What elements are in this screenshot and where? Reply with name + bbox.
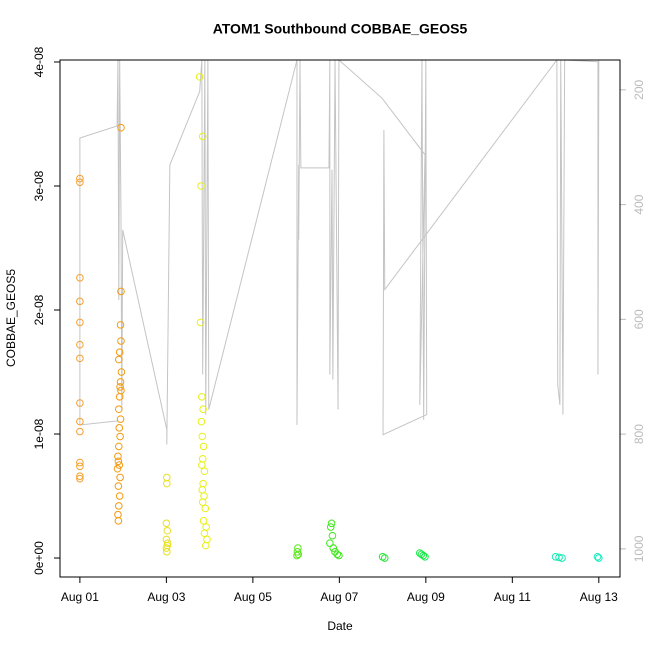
point	[76, 417, 84, 426]
point	[115, 393, 124, 401]
x-tick-label: Aug 11	[494, 590, 531, 604]
point	[198, 461, 206, 469]
point	[200, 467, 209, 476]
point	[162, 519, 171, 528]
point	[115, 355, 123, 364]
y2-tick-label: 600	[632, 309, 646, 329]
plot-frame	[59, 59, 621, 578]
point	[327, 519, 336, 528]
point	[558, 554, 566, 562]
point	[333, 550, 341, 559]
point	[114, 457, 123, 466]
x-tick-label: Aug 05	[234, 590, 272, 604]
point	[76, 472, 84, 480]
point	[116, 432, 124, 441]
point	[198, 432, 207, 441]
point	[419, 551, 428, 560]
point	[114, 482, 123, 490]
x-tick-label: Aug 01	[61, 590, 99, 604]
point	[335, 551, 343, 560]
point	[116, 415, 125, 423]
point	[329, 544, 338, 552]
point	[115, 442, 123, 451]
point	[201, 541, 210, 550]
point	[595, 554, 603, 562]
x-tick-label: Aug 13	[580, 590, 618, 604]
point	[76, 427, 84, 436]
y-tick-label: 4e-08	[32, 46, 46, 77]
point	[326, 523, 335, 531]
point	[116, 378, 125, 386]
point	[593, 552, 602, 561]
point	[200, 529, 209, 538]
point	[115, 424, 124, 432]
y2-tick-label: 200	[632, 80, 646, 100]
point	[76, 273, 84, 282]
point	[76, 340, 84, 349]
x-axis-label: Date	[327, 619, 353, 633]
point	[198, 132, 207, 141]
point	[115, 461, 124, 469]
point	[76, 178, 84, 187]
point	[115, 502, 123, 510]
point	[116, 321, 125, 329]
point	[115, 492, 124, 500]
point	[163, 479, 171, 488]
y-tick-label: 0e+00	[32, 541, 46, 575]
point	[195, 73, 204, 81]
x-tick-label: Aug 03	[147, 590, 185, 604]
point	[162, 544, 171, 552]
y2-tick-label: 400	[632, 194, 646, 214]
y-tick-label: 3e-08	[32, 170, 46, 201]
point	[76, 318, 84, 327]
point	[328, 531, 337, 540]
point	[197, 182, 205, 190]
point	[117, 337, 125, 345]
x-tick-label: Aug 09	[407, 590, 445, 604]
point	[293, 551, 301, 560]
point	[198, 393, 206, 401]
y-tick-label: 1e-08	[32, 418, 46, 449]
point	[116, 473, 124, 482]
point	[201, 504, 210, 513]
point	[76, 174, 84, 183]
point	[117, 368, 126, 376]
point	[76, 458, 84, 467]
point	[163, 526, 172, 535]
point	[555, 553, 563, 562]
x-tick-label: Aug 07	[320, 590, 358, 604]
point	[326, 539, 334, 547]
point	[76, 474, 84, 483]
pressure-line	[79, 60, 600, 445]
point	[114, 517, 123, 525]
point	[199, 405, 207, 414]
point	[199, 442, 208, 451]
point	[196, 318, 205, 327]
y-axis-label: COBBAE_GEOS5	[4, 269, 18, 367]
point	[76, 354, 84, 363]
point	[163, 548, 171, 556]
point	[115, 405, 123, 414]
y2-tick-label: 1000	[632, 535, 646, 562]
point	[113, 464, 122, 473]
point	[76, 297, 84, 306]
point	[380, 554, 389, 562]
point	[117, 287, 125, 296]
point	[76, 399, 84, 407]
y2-tick-label: 800	[632, 424, 646, 444]
point	[294, 550, 303, 559]
point	[76, 462, 84, 471]
y-tick-label: 2e-08	[32, 294, 46, 325]
point	[115, 348, 124, 356]
point	[117, 123, 125, 132]
point	[197, 417, 206, 426]
point	[421, 552, 429, 561]
chart-title: ATOM1 Southbound COBBAE_GEOS5	[213, 21, 468, 37]
point	[199, 517, 208, 525]
point	[114, 452, 122, 461]
point	[198, 498, 207, 507]
point	[116, 383, 124, 391]
